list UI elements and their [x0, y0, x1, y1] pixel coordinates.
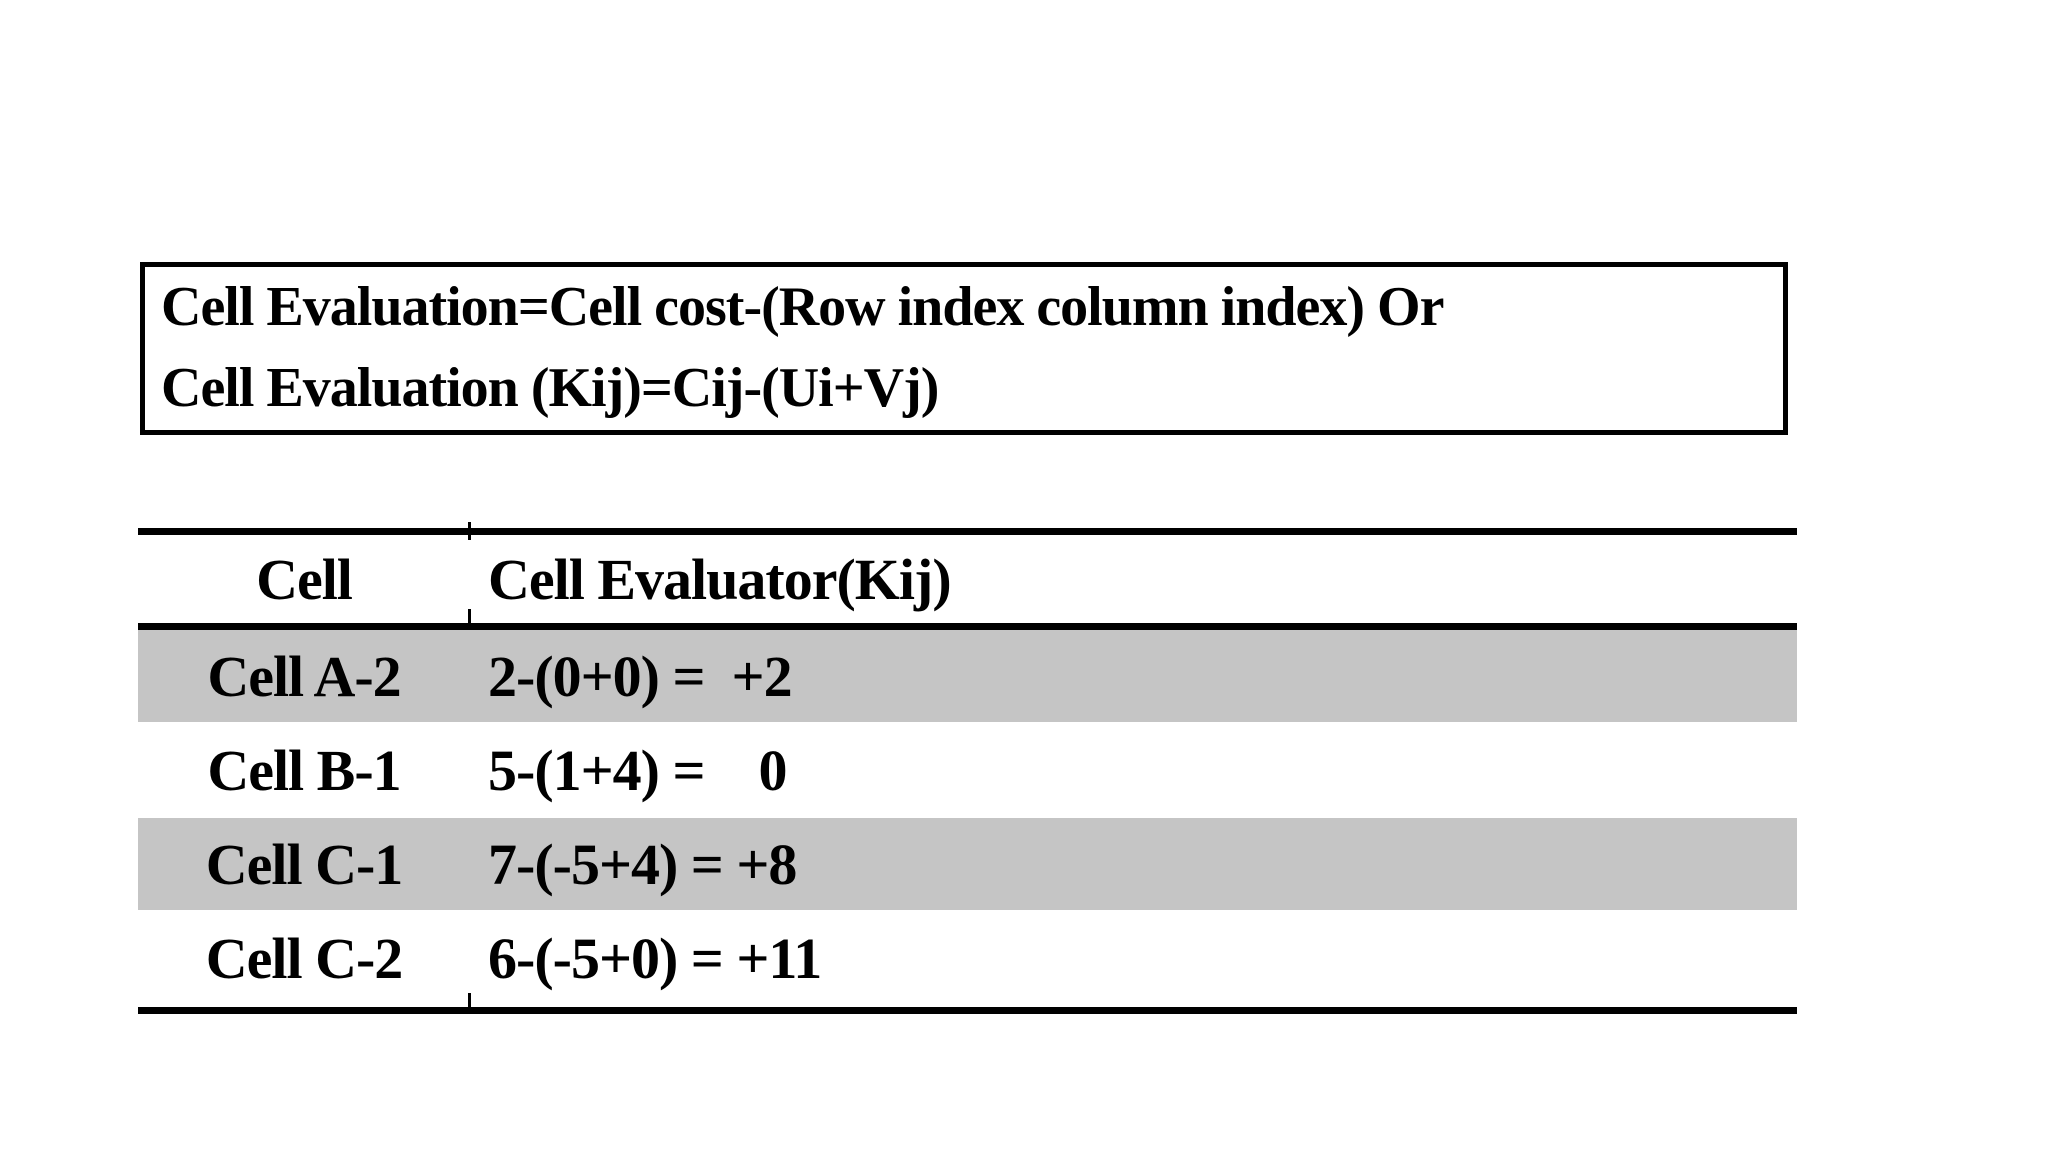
formula-line-2: Cell Evaluation (Kij)=Cij-(Ui+Vj) — [161, 357, 939, 419]
table-row: Cell C-2 6-(-5+0) = +11 — [138, 910, 1797, 1007]
table-row: Cell B-1 5-(1+4) = 0 — [138, 722, 1797, 818]
row-evaluation-value: 7-(-5+4) = +8 — [488, 831, 797, 897]
row-evaluation-value: 5-(1+4) = 0 — [488, 737, 788, 803]
cell-evaluation-table: Cell Cell Evaluator(Kij) Cell A-2 2-(0+0… — [138, 522, 1797, 1014]
column-divider-tick — [468, 522, 471, 540]
table-bottom-rule — [138, 1007, 1797, 1014]
table-top-rule — [138, 528, 1797, 535]
formula-box: Cell Evaluation=Cell cost-(Row index col… — [140, 262, 1788, 435]
table-row: Cell A-2 2-(0+0) = +2 — [138, 630, 1797, 722]
row-cell-label: Cell C-1 — [205, 831, 404, 897]
header-evaluator-column: Cell Evaluator(Kij) — [488, 546, 952, 612]
row-cell-label: Cell C-2 — [205, 926, 404, 991]
column-divider-tick — [468, 609, 471, 623]
column-divider-tick — [468, 993, 471, 1007]
header-divider-rule — [138, 623, 1797, 630]
header-cell-column: Cell — [256, 546, 353, 612]
table-header-row: Cell Cell Evaluator(Kij) — [138, 535, 1797, 623]
row-cell-label: Cell B-1 — [207, 737, 401, 803]
row-evaluation-value: 6-(-5+0) = +11 — [488, 926, 822, 991]
row-evaluation-value: 2-(0+0) = +2 — [488, 643, 793, 709]
row-cell-label: Cell A-2 — [207, 643, 401, 709]
table-row: Cell C-1 7-(-5+4) = +8 — [138, 818, 1797, 910]
formula-line-1: Cell Evaluation=Cell cost-(Row index col… — [161, 276, 1444, 338]
